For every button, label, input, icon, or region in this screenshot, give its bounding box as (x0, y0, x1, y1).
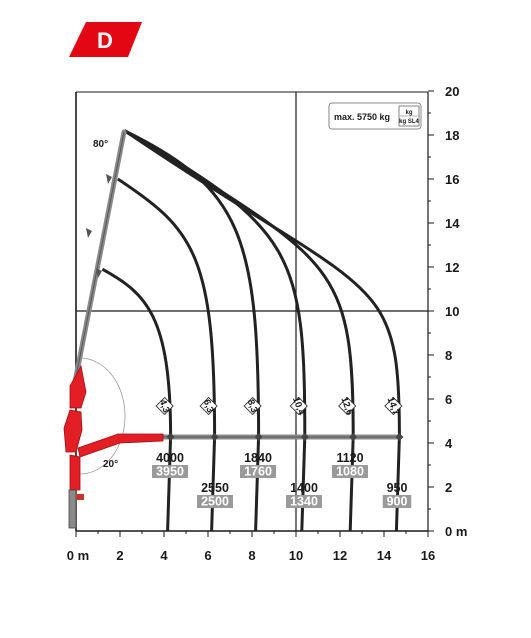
angle-label-80: 80° (93, 139, 108, 150)
unit-top-label: kg (405, 110, 412, 116)
x-axis-labels: 0 m 2 4 6 8 10 12 14 16 (67, 548, 435, 563)
y-tick-label: 2 (445, 480, 452, 495)
capacity-sl4-box (332, 465, 368, 478)
info-box-frame (328, 102, 422, 130)
boom-joint (166, 433, 175, 441)
section-badge: D (69, 22, 142, 57)
capacity-sl4-box (197, 495, 233, 508)
capacity-curve (123, 129, 401, 532)
boom-joint-marker (96, 268, 102, 278)
x-tick-label: 6 (204, 548, 211, 563)
capacity-sl4-box (152, 465, 188, 478)
column (69, 454, 81, 491)
x-tick-label: 2 (116, 548, 123, 563)
boom-joint (254, 433, 263, 441)
capacity-sl4-box (286, 495, 322, 508)
capacity-curves (101, 129, 401, 532)
x-tick-label: 12 (333, 548, 347, 563)
badge-shape (69, 22, 142, 57)
axis-ticks (75, 90, 434, 537)
x-tick-label: 14 (377, 548, 392, 563)
x-tick-label: 0 m (67, 548, 89, 563)
y-tick-label: 4 (445, 436, 453, 451)
capacity-curve (123, 129, 355, 532)
capacity-kg: 1840 (244, 451, 272, 465)
y-tick-label: 12 (445, 260, 459, 275)
reach-marker (338, 396, 357, 416)
capacity-kg: 2550 (201, 481, 229, 495)
max-capacity-box: max. 5750 kg kg kg SL4 (328, 102, 422, 130)
boom-raised-outline (74, 131, 125, 383)
y-tick-label: 16 (445, 172, 459, 187)
capacity-sl4-box (382, 495, 412, 508)
boom-base-lower (77, 433, 164, 458)
y-tick-label: 18 (445, 128, 459, 143)
capacity-kg: 1120 (336, 451, 363, 465)
badge-letter: D (97, 28, 113, 53)
reach-label: 4,3 (157, 398, 172, 414)
boom-joint (395, 433, 404, 441)
slew-envelope-arc (79, 357, 126, 475)
x-tick-label: 8 (248, 548, 255, 563)
y-tick-label: 10 (445, 304, 459, 319)
y-tick-label: 0 m (445, 524, 467, 539)
reach-marker (199, 396, 218, 416)
capacity-sl4: 1760 (244, 465, 272, 479)
y-tick-label: 8 (445, 348, 452, 363)
reach-markers: 4,3 6,3 8,3 10,4 12,6 14,7 (155, 396, 404, 441)
boom-joint (349, 433, 358, 441)
x-tick-label: 16 (421, 548, 435, 563)
capacity-curve (123, 129, 307, 532)
y-tick-label: 6 (445, 392, 452, 407)
y-axis-labels: 0 m 2 4 6 8 10 12 14 16 18 20 (445, 84, 467, 539)
x-tick-label: 4 (160, 548, 168, 563)
capacity-curve (123, 129, 261, 532)
capacity-curve (101, 267, 173, 532)
capacity-sl4: 1340 (290, 495, 318, 509)
boom-joint (210, 433, 219, 441)
reach-marker (243, 396, 262, 416)
boom-joint-marker (86, 228, 92, 238)
capacity-kg: 4000 (156, 451, 184, 465)
boom-base-knuckle (63, 409, 83, 453)
crane-illustration (63, 129, 399, 529)
capacity-kg: 950 (387, 481, 408, 495)
capacity-sl4-box (240, 465, 276, 478)
reach-marker (155, 396, 174, 416)
stabilizer-leg (68, 489, 77, 529)
reach-marker (289, 396, 308, 416)
y-tick-label: 20 (445, 84, 459, 99)
stabilizer-foot (76, 494, 84, 500)
boom-base-upper (69, 364, 87, 409)
unit-bottom-label: kg SL4 (399, 119, 419, 125)
capacity-sl4: 3950 (156, 465, 184, 479)
capacity-sl4: 900 (387, 495, 408, 509)
x-tick-label: 10 (289, 548, 303, 563)
capacity-sl4: 2500 (201, 495, 229, 509)
capacity-sl4: 1080 (336, 465, 364, 479)
boom-joint (300, 433, 309, 441)
reach-label: 8,3 (245, 398, 260, 414)
angle-label-20: 20° (103, 459, 118, 470)
boom-joint-marker (106, 174, 112, 184)
reach-label: 6,3 (201, 398, 216, 414)
capacity-curve (116, 177, 217, 532)
reach-marker (384, 396, 403, 416)
capacity-kg: 1400 (290, 481, 318, 495)
max-capacity-label: max. 5750 kg (334, 112, 390, 122)
y-tick-label: 14 (445, 216, 460, 231)
